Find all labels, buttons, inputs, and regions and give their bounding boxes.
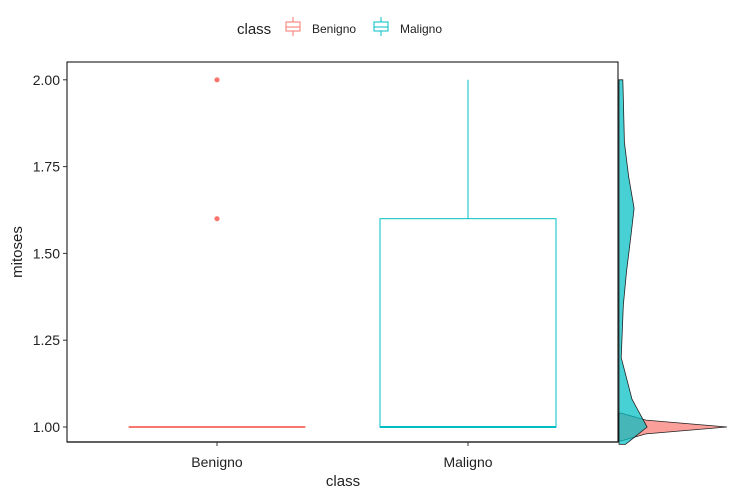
y-axis: 1.00 1.25 1.50 1.75 2.00: [33, 72, 67, 435]
legend-label-benigno: Benigno: [312, 22, 356, 36]
y-tick-label: 2.00: [33, 72, 60, 88]
x-tick-label: Maligno: [443, 454, 492, 470]
x-axis: Benigno Maligno: [67, 441, 618, 470]
y-axis-label: mitoses: [9, 226, 26, 278]
outlier-point: [214, 216, 220, 222]
legend-key-benigno: [285, 17, 301, 36]
x-tick-label: Benigno: [191, 454, 243, 470]
box-maligno: [379, 79, 557, 428]
legend-key-maligno: [373, 17, 389, 36]
outlier-point: [214, 77, 220, 83]
marginal-density-layer: [618, 79, 728, 445]
legend-title: class: [237, 21, 271, 38]
x-axis-label: class: [326, 473, 360, 490]
legend: class Benigno Maligno: [237, 17, 442, 38]
y-tick-label: 1.50: [33, 245, 60, 261]
y-tick-label: 1.25: [33, 332, 60, 348]
box-layer: [128, 77, 557, 428]
iqr-box: [379, 218, 557, 428]
plot-frame: [66, 61, 619, 443]
density-maligno: [618, 79, 648, 445]
y-tick-label: 1.00: [33, 419, 60, 435]
y-tick-label: 1.75: [33, 159, 60, 175]
box-benigno: [128, 77, 306, 428]
legend-label-maligno: Maligno: [400, 22, 442, 36]
